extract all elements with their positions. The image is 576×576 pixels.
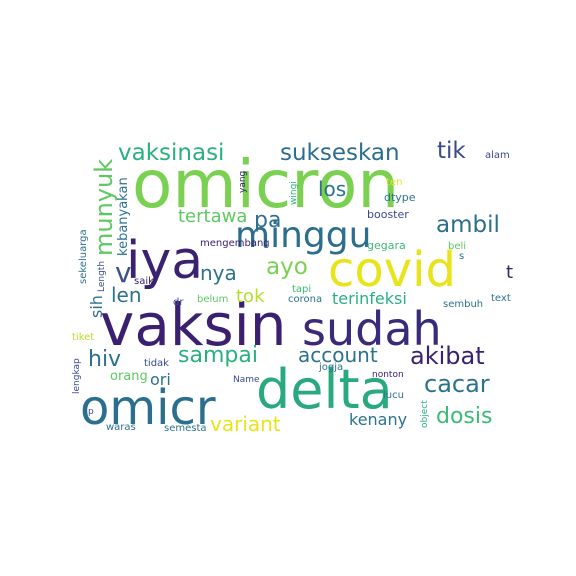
- word-account: account: [298, 343, 378, 367]
- word-object: object: [420, 400, 430, 428]
- word-ten: ten: [386, 177, 402, 188]
- word-v: v: [115, 256, 132, 289]
- word-text: text: [491, 293, 511, 304]
- word-dr: dr: [173, 297, 184, 308]
- word-delta: delta: [256, 358, 393, 421]
- word-terinfeksi: terinfeksi: [332, 289, 407, 308]
- word-tidak: tidak: [144, 358, 169, 369]
- word-ori: ori: [150, 370, 171, 389]
- word-tertawa: tertawa: [178, 206, 247, 227]
- word-beli: beli: [448, 241, 466, 252]
- word-hiv: hiv: [88, 347, 121, 372]
- word-jogja: jogja: [318, 362, 343, 373]
- word-saiki: saiki: [134, 276, 157, 287]
- word-waras: waras: [106, 422, 136, 433]
- word-vaksinasi: vaksinasi: [118, 140, 224, 166]
- word-len: len: [111, 283, 142, 307]
- word-lucu: lucu: [383, 390, 404, 401]
- word-nya: nya: [200, 261, 237, 285]
- word-sembuh: sembuh: [443, 299, 483, 310]
- word-nonton: nonton: [372, 370, 404, 380]
- word-p: p: [88, 407, 94, 417]
- word-omicr: omicr: [80, 380, 216, 436]
- word-yang: yang: [238, 171, 248, 193]
- word-covid: covid: [328, 242, 456, 298]
- word-name: Name: [233, 375, 260, 385]
- word-cacar: cacar: [424, 370, 490, 398]
- word-munyuk: munyuk: [90, 159, 118, 256]
- word-omicron: omicron: [132, 146, 399, 223]
- word-sampai: sampai: [178, 343, 258, 368]
- word-akibat: akibat: [410, 342, 485, 370]
- word-kebanyakan: kebanyakan: [116, 177, 131, 256]
- word-dtype: dtype: [384, 191, 416, 204]
- word-sih: sih: [87, 295, 106, 318]
- word-booster: booster: [367, 208, 409, 221]
- word-minggu: minggu: [235, 215, 371, 256]
- word-ayo: ayo: [266, 254, 308, 280]
- word-pa: pa: [254, 208, 281, 233]
- word-tiket: tiket: [72, 332, 94, 343]
- word-semesta: semesta: [164, 423, 207, 434]
- word-sudah: sudah: [302, 302, 442, 356]
- word-wingi: wingi: [289, 181, 299, 205]
- word-length: Length: [97, 261, 107, 292]
- word-lengkap: lengkap: [72, 358, 82, 394]
- word-tik: tik: [437, 138, 466, 164]
- word-los: los: [318, 177, 346, 201]
- word-variant: variant: [210, 412, 281, 436]
- word-mengembang: mengembang: [200, 238, 270, 249]
- word-sukseskan: sukseskan: [280, 140, 400, 166]
- word-belum: belum: [197, 294, 228, 305]
- word-corona: corona: [288, 294, 322, 305]
- word-kenany: kenany: [349, 410, 407, 429]
- word-gegara: gegara: [367, 239, 406, 252]
- word-ambil: ambil: [436, 212, 500, 238]
- word-dosis: dosis: [436, 404, 492, 429]
- word-t: t: [506, 262, 513, 283]
- word-s: s: [459, 251, 464, 262]
- word-orang: orang: [110, 369, 148, 384]
- word-sekeluarga: sekeluarga: [78, 229, 89, 284]
- word-tok: tok: [236, 286, 265, 307]
- word-alam: alam: [485, 150, 510, 161]
- word-tapi: tapi: [292, 284, 311, 295]
- word-vaksin: vaksin: [100, 291, 287, 359]
- word-iya: iya: [126, 231, 203, 291]
